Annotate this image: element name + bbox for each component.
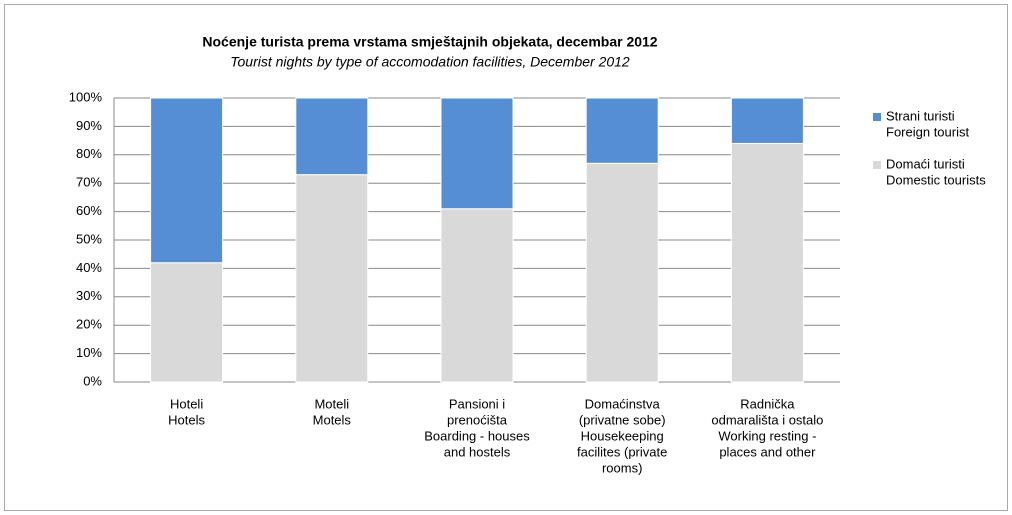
bar-segment bbox=[440, 97, 514, 210]
x-tick-label: Housekeeping bbox=[581, 428, 664, 443]
y-tick-label: 20% bbox=[76, 317, 102, 332]
legend-label: Domestic tourists bbox=[886, 172, 986, 187]
bar-segment bbox=[150, 97, 224, 264]
x-tick-label: Boarding - houses bbox=[424, 428, 530, 443]
bar-segment bbox=[440, 208, 514, 383]
bar-segment bbox=[295, 174, 369, 383]
bar-segment bbox=[585, 162, 659, 383]
x-tick-label: prenoćišta bbox=[447, 412, 508, 427]
x-tick-label: Hoteli bbox=[170, 396, 203, 411]
x-tick-label: odmarališta i ostalo bbox=[711, 412, 823, 427]
x-tick-label: Domaćinstva bbox=[585, 396, 661, 411]
legend-label: Strani turisti bbox=[886, 108, 955, 123]
x-tick-label: Motels bbox=[313, 412, 352, 427]
chart-title: Noćenje turista prema vrstama smještajni… bbox=[202, 34, 657, 50]
y-tick-label: 30% bbox=[76, 288, 102, 303]
y-tick-label: 70% bbox=[76, 175, 102, 190]
x-tick-label: and hostels bbox=[444, 444, 511, 459]
bar-segment bbox=[295, 97, 369, 176]
x-tick-label: Moteli bbox=[314, 396, 349, 411]
y-tick-label: 60% bbox=[76, 203, 102, 218]
x-tick-label: Pansioni i bbox=[449, 396, 505, 411]
bar-segment bbox=[730, 142, 804, 383]
x-tick-label: Working resting - bbox=[718, 428, 816, 443]
y-tick-label: 10% bbox=[76, 345, 102, 360]
x-tick-label: Hotels bbox=[168, 412, 205, 427]
legend-label: Domaći turisti bbox=[886, 156, 965, 171]
bar-segment bbox=[150, 262, 224, 383]
chart-subtitle: Tourist nights by type of accomodation f… bbox=[230, 54, 630, 70]
y-tick-label: 50% bbox=[76, 231, 102, 246]
legend-swatch bbox=[873, 113, 881, 121]
x-tick-label: (privatne sobe) bbox=[579, 412, 666, 427]
bar-segment bbox=[585, 97, 659, 164]
legend-swatch bbox=[873, 161, 881, 169]
y-tick-label: 100% bbox=[69, 89, 103, 104]
y-tick-label: 90% bbox=[76, 118, 102, 133]
y-tick-label: 40% bbox=[76, 260, 102, 275]
x-tick-label: Radnička bbox=[740, 396, 795, 411]
y-tick-label: 0% bbox=[83, 373, 102, 388]
x-tick-label: rooms) bbox=[602, 460, 642, 475]
legend-label: Foreign tourist bbox=[886, 124, 969, 139]
y-tick-label: 80% bbox=[76, 146, 102, 161]
x-tick-label: places and other bbox=[719, 444, 816, 459]
x-tick-label: facilites (private bbox=[577, 444, 667, 459]
bar-segment bbox=[730, 97, 804, 144]
